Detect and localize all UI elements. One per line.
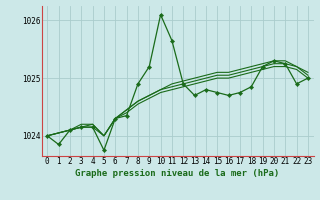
X-axis label: Graphe pression niveau de la mer (hPa): Graphe pression niveau de la mer (hPa)	[76, 169, 280, 178]
